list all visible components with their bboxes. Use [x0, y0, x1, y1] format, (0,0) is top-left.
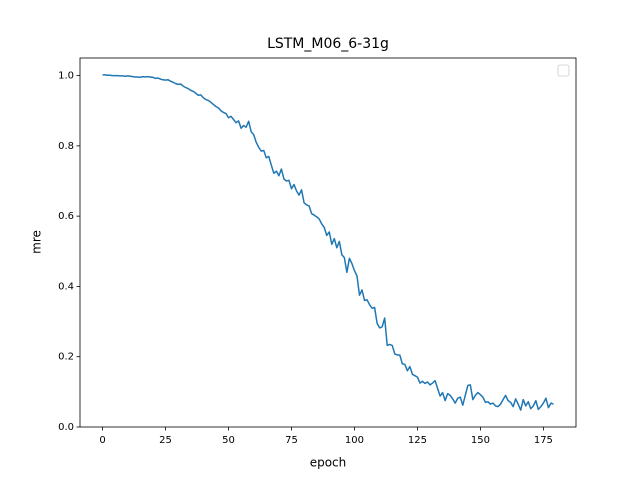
chart-title: LSTM_M06_6-31g	[267, 36, 389, 52]
data-line	[102, 74, 554, 411]
x-tick-label: 125	[408, 435, 427, 446]
x-tick-label: 50	[222, 435, 235, 446]
axes-frame	[79, 57, 577, 428]
plot-area	[102, 74, 554, 411]
y-tick-label: 0.8	[58, 141, 74, 152]
y-tick-label: 0.4	[58, 281, 74, 292]
x-axis-label: epoch	[310, 456, 347, 470]
y-tick-label: 0.0	[58, 422, 74, 433]
x-tick-label: 150	[471, 435, 490, 446]
x-tick-label: 0	[99, 435, 105, 446]
x-tick-label: 175	[534, 435, 553, 446]
x-tick-label: 100	[345, 435, 364, 446]
y-tick-label: 1.0	[58, 71, 74, 82]
x-tick-label: 25	[159, 435, 172, 446]
y-tick-label: 0.2	[58, 352, 74, 363]
x-tick-label: 75	[285, 435, 298, 446]
y-tick-label: 0.6	[58, 211, 74, 222]
legend	[557, 64, 570, 77]
y-axis-label: mre	[30, 230, 44, 254]
